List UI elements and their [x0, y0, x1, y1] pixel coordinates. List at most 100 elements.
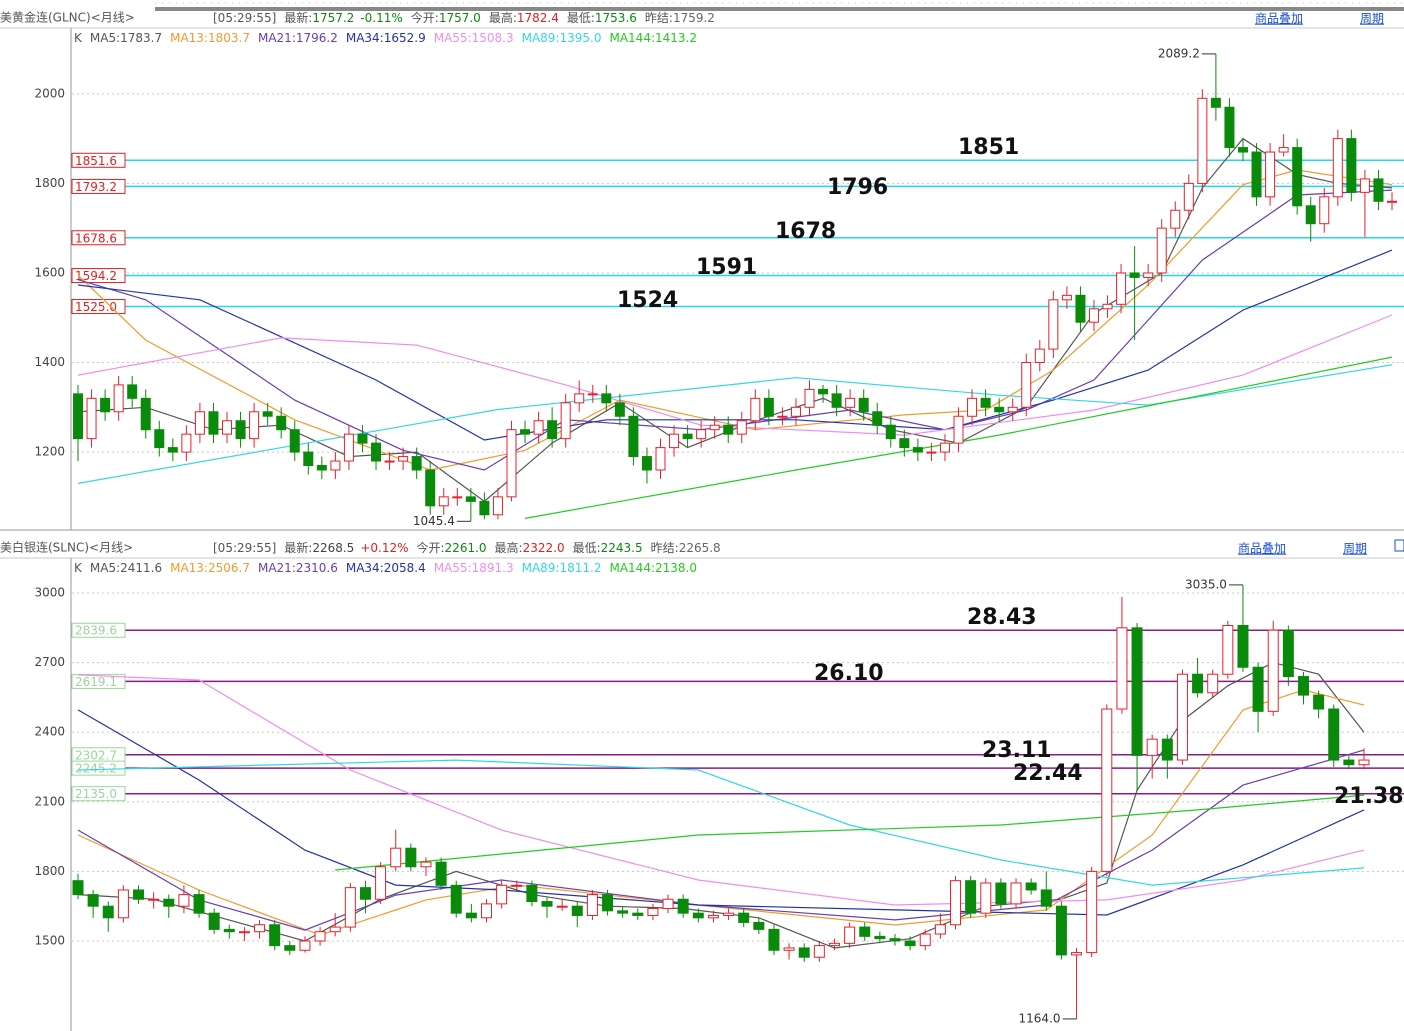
candle-body — [117, 889, 129, 919]
candle-body — [571, 905, 583, 916]
annotation: 1678 — [775, 219, 836, 244]
quote-time: [05:29:55] — [213, 11, 276, 25]
legend-entry: MA89:1395.0 — [522, 31, 602, 45]
candle-body — [1071, 952, 1083, 956]
quote-label: 最高: — [489, 10, 517, 25]
quote-value: 2261.0 — [445, 541, 487, 555]
candle-body — [316, 465, 327, 471]
candle-body — [750, 397, 761, 422]
candle-body — [533, 420, 544, 435]
candle-body — [1088, 308, 1099, 323]
candle-body — [632, 912, 644, 916]
candle-body — [926, 451, 937, 454]
legend-entry: MA144:2138.0 — [609, 561, 697, 575]
candle-body — [163, 898, 175, 907]
candle-body — [641, 456, 652, 471]
y-tick-label: 1800 — [34, 864, 65, 878]
candle-body — [965, 880, 977, 914]
quote-value: 1753.6 — [595, 11, 637, 25]
header-link[interactable]: 周期 — [1343, 542, 1367, 556]
candle-body — [768, 928, 780, 951]
candle-body — [375, 866, 387, 900]
candle-body — [980, 882, 992, 914]
candle-body — [178, 894, 190, 907]
candle-body — [889, 938, 901, 942]
candle-body — [1075, 294, 1086, 323]
quote-label: 最低: — [567, 11, 595, 25]
candle-body — [208, 411, 219, 435]
quote-label: 最低: — [573, 541, 601, 555]
candle-body — [831, 393, 842, 408]
candle-body — [736, 420, 747, 435]
level-label: 2135.0 — [75, 787, 117, 801]
candle-body — [872, 411, 883, 426]
header-link[interactable]: 周期 — [1360, 12, 1384, 26]
candle-body — [1305, 205, 1316, 225]
quote-value: 2265.8 — [679, 541, 721, 555]
candle-body — [614, 402, 625, 417]
candle-body — [127, 384, 138, 399]
candle-body — [520, 429, 531, 435]
level-label: 2302.7 — [75, 748, 117, 762]
candle-body — [113, 384, 124, 413]
level-label-box — [71, 622, 126, 638]
candle-body — [330, 460, 341, 471]
candle-body — [269, 924, 281, 947]
candle-body — [276, 415, 287, 431]
quote-value: 1759.2 — [673, 11, 715, 25]
candle-body — [405, 847, 417, 868]
candle-body — [465, 912, 477, 919]
candle-body — [154, 429, 165, 449]
candle-body — [1359, 178, 1370, 193]
header-link[interactable]: 商品叠加 — [1238, 541, 1286, 556]
candle-body — [995, 882, 1007, 905]
header-icon[interactable] — [1394, 539, 1404, 552]
level-label: 1594.2 — [75, 269, 117, 283]
candle-body — [1292, 147, 1303, 207]
legend-entry: MA55:1508.3 — [434, 31, 514, 45]
candle-body — [628, 415, 639, 458]
candle-body — [1387, 200, 1397, 203]
candle-body — [425, 469, 436, 507]
candle-body — [692, 912, 704, 919]
candle-body — [1010, 882, 1022, 905]
quote-label: 最高: — [495, 540, 523, 555]
ma-line — [77, 759, 1365, 886]
legend-entry: MA13:2506.7 — [170, 561, 250, 575]
level-label-box — [71, 760, 126, 776]
candle-body — [73, 393, 83, 440]
candle-body — [586, 894, 598, 916]
candle-body — [1343, 759, 1355, 766]
level-label-box — [71, 299, 126, 315]
level-label-box — [71, 268, 126, 284]
header-link[interactable]: 商品叠加 — [1255, 11, 1303, 26]
candle-body — [343, 433, 354, 462]
quote-value: 2243.5 — [601, 541, 643, 555]
candle-body — [1297, 676, 1309, 696]
candle-body — [492, 496, 503, 516]
candle-body — [677, 898, 689, 914]
candle-body — [818, 388, 829, 395]
candle-body — [1007, 406, 1018, 413]
candle-body — [1116, 272, 1127, 305]
candle-body — [496, 884, 508, 905]
candle-body — [574, 393, 585, 404]
y-tick-label: 3000 — [34, 586, 65, 600]
candle-body — [133, 889, 145, 900]
candle-body — [1034, 348, 1045, 364]
candle-body — [813, 945, 825, 958]
candle-body — [193, 894, 205, 914]
candle-body — [420, 861, 432, 868]
candle-body — [1021, 362, 1032, 408]
legend-prefix: K — [74, 561, 83, 575]
candle-body — [950, 880, 962, 926]
candle-body — [1146, 738, 1158, 756]
candle-body — [723, 912, 735, 916]
candle-body — [1207, 673, 1219, 694]
legend-entry: MA34:1652.9 — [346, 31, 426, 45]
candle-body — [480, 903, 492, 919]
candle-body — [1319, 196, 1330, 225]
annotation: 1524 — [617, 288, 678, 313]
candle-body — [284, 945, 296, 951]
candle-body — [798, 947, 810, 958]
